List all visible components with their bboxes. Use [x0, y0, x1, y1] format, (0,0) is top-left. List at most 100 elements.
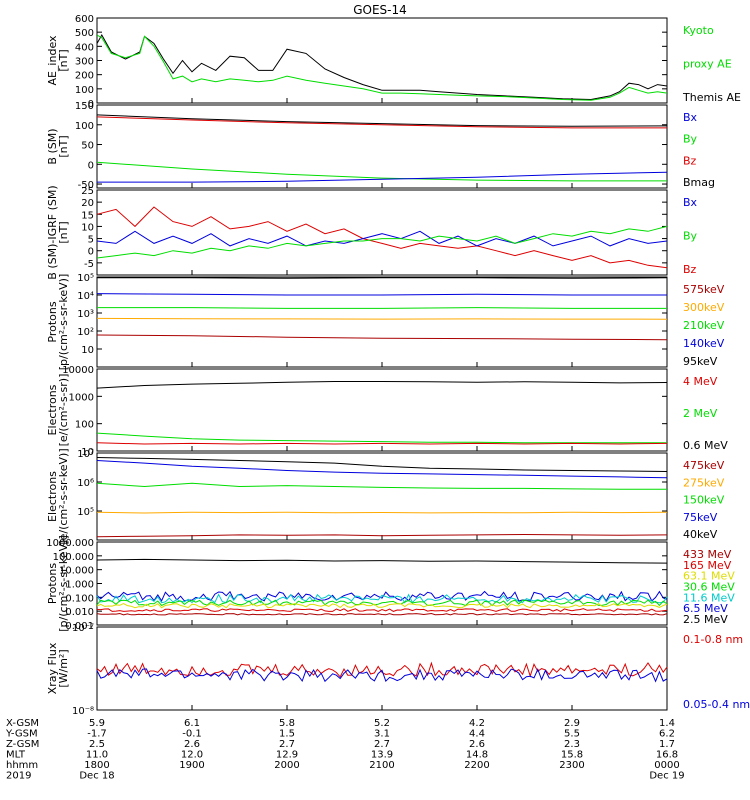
y-axis-label: [W/m²]	[57, 649, 70, 687]
legend-entry: 575keV	[683, 283, 725, 296]
y-axis-label: B (SM)-IGRF (SM)	[46, 185, 59, 279]
legend-entry: 150keV	[683, 494, 725, 507]
y-tick-label: 100	[75, 420, 94, 431]
legend-entry: 11.6 MeV	[683, 591, 735, 604]
x-row-value: 2.7	[374, 739, 390, 750]
x-row-value: 1800	[84, 760, 109, 771]
x-row-value: 5.5	[564, 729, 580, 740]
panel-ae: 0 100 200 300 400 500 600 AE_index[nT] Kyoto prox…	[46, 14, 741, 110]
series-line-By	[96, 225, 668, 259]
legend-entry: Bz	[683, 263, 697, 276]
series-line-Bx	[96, 230, 668, 247]
x-row-value: 6.1	[184, 718, 200, 729]
legend-entry: Bmag	[683, 176, 715, 189]
series-line-165-MeV	[96, 608, 668, 612]
series-line-475keV	[96, 533, 668, 538]
y-axis-label: Xray Flux	[46, 642, 59, 694]
legend-entry: Bx	[683, 196, 698, 209]
series-line-6-5-MeV	[96, 590, 668, 602]
panel-protons1: 10 10² 10³ 10⁴ 10⁵ Protons[p/(cm²-s-sr-keV)] 5…	[46, 273, 725, 370]
y-axis-label: B (SM)	[46, 128, 59, 164]
y-tick-label: 0.100	[65, 593, 94, 604]
legend-entry: 300keV	[683, 301, 725, 314]
x-row-value: 3.1	[374, 729, 390, 740]
series-line-275keV	[96, 511, 668, 514]
legend-entry: 275keV	[683, 476, 725, 489]
y-tick-label: 0	[88, 99, 94, 110]
panel-xray: 10⁻⁸ 10⁻⁷ Xray Flux[W/m²] 0.1-0.8 nm 0.05-0.…	[46, 623, 750, 717]
y-tick-label: 400	[75, 42, 94, 53]
y-tick-label: 10³	[77, 309, 94, 320]
y-axis-label: [e/(cm²-s-sr-keV)]	[57, 448, 70, 544]
x-row-value: 2.3	[564, 739, 580, 750]
legend-entry: 75keV	[683, 511, 718, 524]
x-row-value: 4.2	[469, 718, 485, 729]
legend-entry: 0.6 MeV	[683, 439, 728, 452]
x-row-value: 11.0	[86, 750, 108, 761]
y-tick-label: 1.000	[65, 580, 94, 591]
x-row-label: X-GSM	[6, 718, 39, 729]
legend-entry: Bx	[683, 111, 698, 124]
series-line-Themis-AE	[96, 33, 668, 101]
y-tick-label: 100	[75, 85, 94, 96]
y-tick-label: 1000.000	[46, 538, 94, 549]
x-row-label: Y-GSM	[5, 729, 38, 740]
legend-entry: 433 MeV	[683, 548, 732, 561]
x-row-value: 5.9	[89, 718, 105, 729]
legend-entry: 40keV	[683, 528, 718, 541]
series-line-433-MeV	[96, 612, 668, 616]
series-line-150keV	[96, 482, 667, 490]
x-row-value: 15.8	[561, 750, 583, 761]
y-tick-label: 10	[81, 222, 94, 233]
x-row-value: -1.7	[87, 729, 107, 740]
y-axis-label: [p/(cm²-s-sr-keV)]	[57, 535, 70, 632]
panel-protons2: 0.001 0.010 0.100 1.000 10.000 100.000 1000.00…	[46, 535, 735, 632]
y-axis-label: Protons	[46, 563, 59, 604]
x-row-value: 5.8	[279, 718, 295, 729]
y-tick-label: 20	[81, 198, 94, 209]
legend-entry: 4 MeV	[683, 375, 718, 388]
panel-frame	[96, 541, 668, 626]
x-row-value: 1.7	[659, 739, 675, 750]
y-tick-label: 0.001	[65, 621, 94, 632]
y-tick-label: 10²	[77, 327, 94, 338]
y-axis-label: [e/(cm²-s-sr)]	[57, 374, 70, 447]
y-tick-label: 0	[88, 247, 94, 258]
y-axis-label: Electrons	[46, 471, 59, 522]
y-tick-label: 10⁶	[77, 478, 94, 489]
y-tick-label: 50	[81, 141, 94, 152]
series-line-Bz	[96, 206, 668, 269]
panel-frame	[96, 276, 668, 368]
panels-group: 0100200300400500600AE_index[nT]Kyotoprox…	[46, 14, 750, 717]
panel-frame	[96, 104, 668, 189]
y-tick-label: 200	[75, 71, 94, 82]
x-row-value: -0.1	[182, 729, 202, 740]
y-axis-label: Electrons	[46, 384, 59, 435]
x-axis-rows: X-GSM 5.9 6.1 5.8 5.2 4.2 2.9 1.4 Y-GSM -1.7 -0.1 1…	[5, 718, 685, 782]
x-row-value: 0000	[654, 760, 679, 771]
series-line-By	[96, 161, 667, 182]
legend-entry: 95keV	[683, 355, 718, 368]
y-axis-label: [nT]	[57, 221, 70, 243]
y-axis-label: AE_index	[46, 35, 59, 86]
x-row-value: Dec 18	[79, 771, 114, 782]
series-line-63-1-MeV	[96, 602, 668, 609]
legend-entry: Bz	[683, 154, 697, 167]
series-line-95keV	[97, 277, 668, 279]
series-line-Bz	[96, 116, 667, 129]
y-tick-label: 10⁻⁷	[72, 623, 94, 634]
legend-entry: By	[683, 230, 698, 243]
y-tick-label: 10⁵	[77, 273, 94, 284]
x-row-label: Z-GSM	[6, 739, 39, 750]
y-tick-label: 10.000	[59, 566, 94, 577]
panel-electrons2: 10⁵ 10⁶ 10⁷ Electrons[e/(cm²-s-sr-keV)] 475k…	[46, 448, 725, 544]
legend-entry: 140keV	[683, 337, 725, 350]
x-row-value: 1.5	[279, 729, 295, 740]
series-line-Bmag	[96, 114, 668, 127]
legend-entry: 2.5 MeV	[683, 613, 728, 626]
y-axis-label: [nT]	[57, 49, 70, 71]
legend-entry: 6.5 MeV	[683, 602, 728, 615]
x-row-value: 2.9	[564, 718, 580, 729]
